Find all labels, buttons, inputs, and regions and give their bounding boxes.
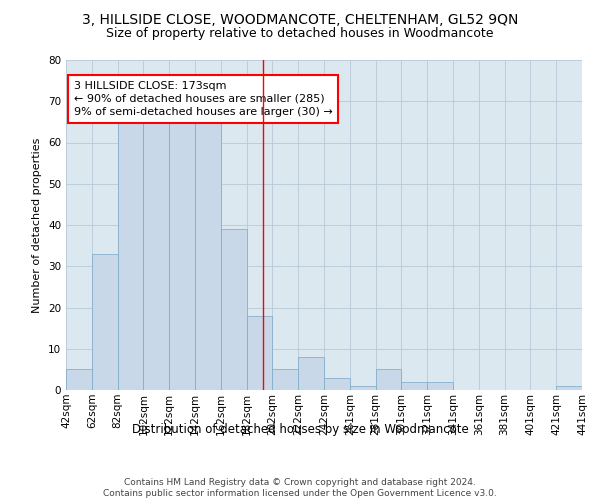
Text: Distribution of detached houses by size in Woodmancote: Distribution of detached houses by size … (131, 422, 469, 436)
Bar (169, 118, 195, 390)
Bar (247, 316, 272, 390)
Bar (118, 118, 143, 390)
Bar (92, 254, 118, 390)
Bar (66, 370, 92, 390)
Bar (195, 118, 221, 390)
Bar (556, 386, 582, 390)
Bar (427, 382, 453, 390)
Text: 3, HILLSIDE CLOSE, WOODMANCOTE, CHELTENHAM, GL52 9QN: 3, HILLSIDE CLOSE, WOODMANCOTE, CHELTENH… (82, 12, 518, 26)
Bar (376, 370, 401, 390)
Text: Size of property relative to detached houses in Woodmancote: Size of property relative to detached ho… (106, 28, 494, 40)
Bar (221, 229, 247, 390)
Bar (350, 386, 376, 390)
Text: 3 HILLSIDE CLOSE: 173sqm
← 90% of detached houses are smaller (285)
9% of semi-d: 3 HILLSIDE CLOSE: 173sqm ← 90% of detach… (74, 80, 332, 117)
Text: Contains HM Land Registry data © Crown copyright and database right 2024.
Contai: Contains HM Land Registry data © Crown c… (103, 478, 497, 498)
Bar (401, 382, 427, 390)
Bar (324, 378, 350, 390)
Bar (272, 370, 298, 390)
Y-axis label: Number of detached properties: Number of detached properties (32, 138, 43, 312)
Bar (143, 122, 169, 390)
Bar (298, 357, 324, 390)
